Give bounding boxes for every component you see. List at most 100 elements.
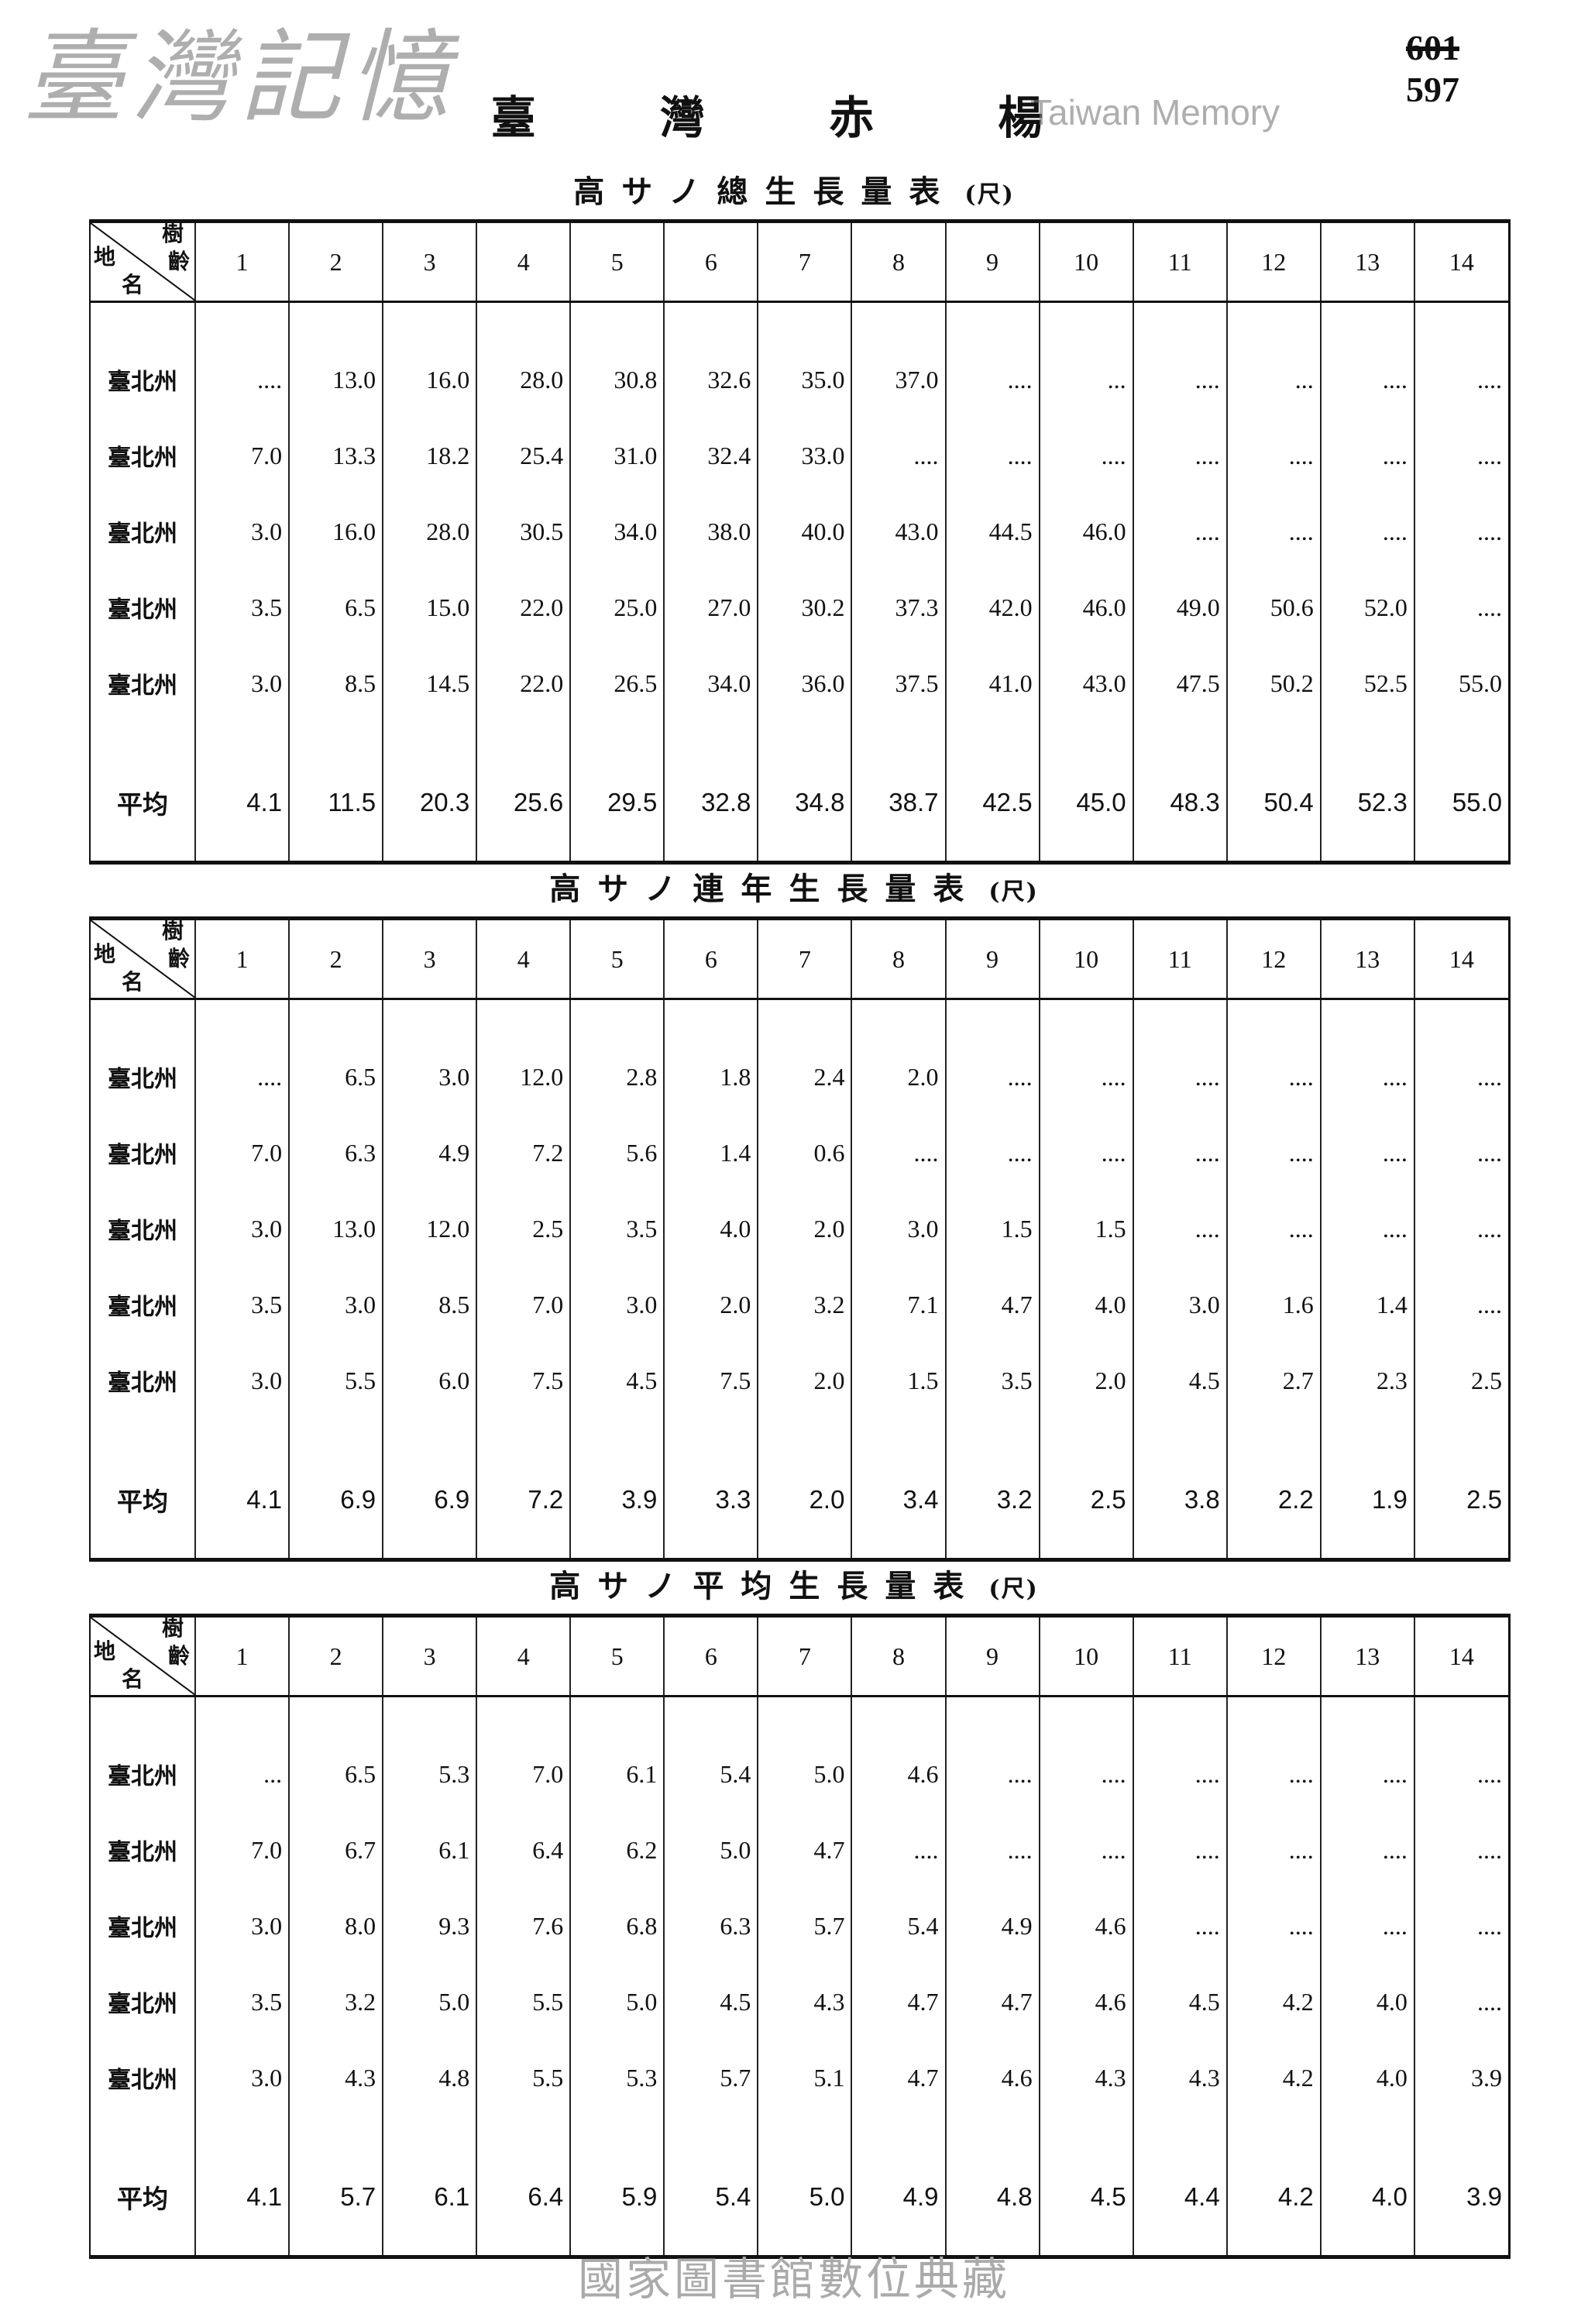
average-cell: 3.9 <box>1413 2116 1508 2255</box>
average-cell: 6.9 <box>288 1418 383 1558</box>
column-header-age: 7 <box>757 920 852 1000</box>
table-cell: 6.7 <box>288 1812 383 1888</box>
table-cell: 25.4 <box>476 418 571 493</box>
column-header-age: 3 <box>382 920 477 1000</box>
table-cell: 4.6 <box>851 1696 946 1812</box>
column-header-age: 13 <box>1319 920 1414 1000</box>
table-cell: .... <box>1038 1115 1133 1191</box>
table-cell: .... <box>1413 1115 1508 1191</box>
table-cell: 34.0 <box>663 645 758 721</box>
table-cell: 4.0 <box>1319 2040 1414 2116</box>
average-label: 平均 <box>117 2185 168 2213</box>
table-row: 臺北州.... 6.5 3.0 12.0 2.8 1.8 2.4 2.0...........… <box>91 999 1508 1115</box>
table-cell: 18.2 <box>382 418 477 493</box>
table-title-text: 高サノ總生長量表 <box>573 174 957 210</box>
column-header-age: 12 <box>1225 920 1321 1000</box>
table-cell: 2.0 <box>757 1191 852 1267</box>
table-cell: 5.6 <box>569 1115 665 1191</box>
table-cell: 6.8 <box>569 1888 665 1964</box>
table-cell: 3.5 <box>194 1267 290 1342</box>
column-header-age: 6 <box>663 1618 758 1697</box>
table-cell: 3.5 <box>194 569 290 645</box>
table-cell: 50.6 <box>1225 569 1321 645</box>
table-cell: .... <box>194 999 290 1115</box>
column-header-age: 3 <box>382 223 477 303</box>
table-cell: 4.6 <box>1038 1964 1133 2040</box>
table-cell: 7.5 <box>663 1342 758 1418</box>
average-cell: 3.4 <box>851 1418 946 1558</box>
table-cell: 28.0 <box>382 493 477 569</box>
table-cell: .... <box>1132 1812 1227 1888</box>
table-cell: .... <box>1038 1696 1133 1812</box>
place-name: 臺北州 <box>108 445 177 472</box>
place-name: 臺北州 <box>108 1218 177 1245</box>
table-cell: 4.6 <box>944 2040 1040 2116</box>
average-cell: 4.5 <box>1038 2116 1133 2255</box>
table-cell: 43.0 <box>1038 645 1133 721</box>
table-cell: 7.2 <box>476 1115 571 1191</box>
table-cell: 8.0 <box>288 1888 383 1964</box>
place-name: 臺北州 <box>108 1763 177 1790</box>
corner-label: 齡 <box>167 1643 190 1669</box>
table-cell: 32.4 <box>663 418 758 493</box>
table-cell: 15.0 <box>382 569 477 645</box>
table-cell: 5.7 <box>663 2040 758 2116</box>
table-cell: 4.3 <box>1132 2040 1227 2116</box>
column-header-age: 8 <box>851 920 946 1000</box>
place-name: 臺北州 <box>108 1839 177 1866</box>
table-cell: 3.0 <box>194 1191 290 1267</box>
average-cell: 20.3 <box>382 721 477 861</box>
table-cell: .... <box>944 1115 1040 1191</box>
average-cell: 4.1 <box>194 1418 290 1558</box>
table-cell: 2.8 <box>569 999 665 1115</box>
place-name: 臺北州 <box>108 596 177 624</box>
table-cell: 4.0 <box>1319 1964 1414 2040</box>
table-cell: 37.5 <box>851 645 946 721</box>
table-unit: (尺) <box>988 878 1039 906</box>
column-header-age: 2 <box>288 920 383 1000</box>
table-row: 臺北州 7.0 6.3 4.9 7.2 5.6 1.4 0.6................… <box>91 1115 1508 1191</box>
average-cell: 1.9 <box>1319 1418 1414 1558</box>
table-cell: 4.7 <box>944 1964 1040 2040</box>
average-cell: 2.5 <box>1038 1418 1133 1558</box>
place-name: 臺北州 <box>108 1991 177 2018</box>
table-cell: .... <box>944 418 1040 493</box>
table-cell: 16.0 <box>382 301 477 418</box>
table-cell: 13.0 <box>288 301 383 418</box>
column-header-age: 8 <box>851 1618 946 1697</box>
table-cell: 33.0 <box>757 418 852 493</box>
column-header-age: 1 <box>194 920 290 1000</box>
table-cell: .... <box>1132 1888 1227 1964</box>
average-cell: 29.5 <box>569 721 665 861</box>
table-cell: 5.0 <box>569 1964 665 2040</box>
place-name: 臺北州 <box>108 2067 177 2094</box>
table-cell: 5.0 <box>663 1812 758 1888</box>
table-cell: .... <box>1319 999 1414 1115</box>
column-header-age: 14 <box>1413 223 1508 303</box>
table-cell: 6.1 <box>382 1812 477 1888</box>
table-cell: 37.3 <box>851 569 946 645</box>
table-cell: 5.3 <box>569 2040 665 2116</box>
table-cell: 1.5 <box>851 1342 946 1418</box>
table-row: 臺北州 3.5 6.5 15.0 22.0 25.0 27.0 30.2 37.3 42.0 46.… <box>91 569 1508 645</box>
column-header-age: 10 <box>1038 920 1133 1000</box>
table-cell: 14.5 <box>382 645 477 721</box>
growth-table: 樹 齡 地 名 1 2 3 4 5 6 7 8 9 10 11 12 13 14 臺北州... 6.5 5.3 7.… <box>89 1614 1511 2259</box>
table-cell: 3.0 <box>851 1191 946 1267</box>
table-row: 臺北州.... 13.0 16.0 28.0 30.8 32.6 35.0 37.0.....… <box>91 301 1508 418</box>
growth-table: 樹 齡 地 名 1 2 3 4 5 6 7 8 9 10 11 12 13 14 臺北州.... 13.0 16.… <box>89 219 1511 865</box>
table-cell: .... <box>851 1812 946 1888</box>
table-cell: 1.4 <box>1319 1267 1414 1342</box>
table-title: 高サノ平均生長量表 (尺) <box>0 1561 1588 1606</box>
table-cell: .... <box>1225 493 1321 569</box>
table-cell: .... <box>1413 1888 1508 1964</box>
table-cell: 4.5 <box>569 1342 665 1418</box>
table-cell: .... <box>1413 418 1508 493</box>
average-cell: 11.5 <box>288 721 383 861</box>
table-cell: 1.8 <box>663 999 758 1115</box>
table-cell: .... <box>1319 1191 1414 1267</box>
table-cell: 25.0 <box>569 569 665 645</box>
table-cell: 3.5 <box>569 1191 665 1267</box>
table-cell: 4.7 <box>944 1267 1040 1342</box>
table-cell: 52.0 <box>1319 569 1414 645</box>
